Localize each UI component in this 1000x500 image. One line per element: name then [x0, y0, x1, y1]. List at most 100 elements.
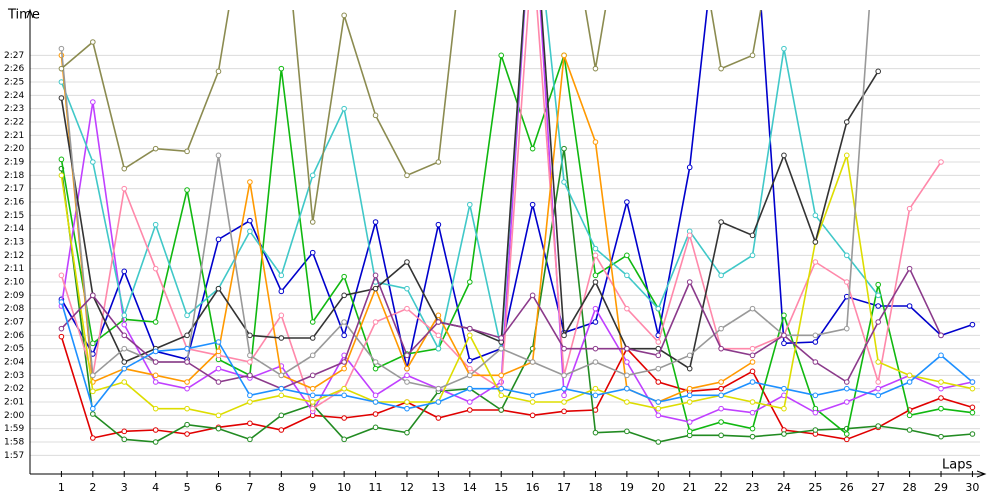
point	[184, 405, 190, 412]
point	[718, 272, 724, 279]
x-axis-arrow	[976, 470, 987, 478]
point	[686, 419, 693, 425]
point	[655, 405, 662, 412]
point	[561, 399, 567, 405]
point	[341, 392, 347, 399]
point	[655, 379, 662, 385]
point	[529, 359, 536, 365]
point	[278, 427, 285, 433]
point	[812, 392, 819, 399]
point	[184, 385, 190, 392]
point	[121, 268, 128, 275]
point	[215, 425, 222, 432]
point	[875, 292, 881, 299]
point	[529, 392, 536, 399]
point	[812, 339, 819, 345]
y-tick-label: 2:00	[4, 411, 24, 421]
point	[278, 335, 285, 341]
point	[247, 359, 253, 365]
point	[498, 372, 505, 379]
y-tick-label: 2:15	[4, 211, 24, 221]
point	[404, 172, 410, 179]
point	[812, 332, 819, 339]
point	[58, 325, 65, 332]
point	[215, 339, 222, 345]
point	[592, 359, 599, 365]
point	[969, 404, 976, 411]
point	[372, 365, 379, 372]
point	[686, 428, 693, 435]
point	[843, 385, 850, 392]
point	[781, 385, 787, 392]
point	[215, 236, 222, 243]
point	[372, 319, 379, 325]
point	[592, 139, 599, 145]
point	[718, 432, 724, 439]
point	[875, 319, 881, 325]
point	[467, 357, 473, 364]
point	[561, 52, 567, 59]
point	[58, 172, 65, 179]
point	[875, 379, 881, 385]
point	[906, 427, 913, 433]
y-tick-label: 2:25	[4, 78, 24, 88]
point	[655, 339, 662, 345]
point	[404, 305, 410, 312]
point	[686, 232, 693, 239]
point	[341, 385, 347, 392]
point	[624, 252, 630, 259]
point	[686, 365, 693, 372]
point	[969, 385, 976, 392]
point	[90, 411, 96, 417]
y-tick-label: 2:03	[4, 371, 24, 381]
x-tick-label: 19	[620, 481, 634, 494]
point	[152, 405, 159, 412]
point	[906, 372, 913, 379]
point	[624, 199, 630, 205]
x-tick-label: 11	[369, 481, 383, 494]
point	[655, 352, 662, 359]
series-line	[60, 10, 762, 223]
point	[215, 412, 222, 419]
point	[247, 352, 253, 359]
point	[686, 399, 693, 405]
x-tick-label: 18	[588, 481, 602, 494]
point	[467, 201, 473, 208]
point	[121, 359, 128, 365]
y-tick-label: 2:26	[4, 64, 24, 74]
point	[309, 249, 316, 256]
point	[121, 345, 128, 352]
point	[435, 159, 442, 165]
point	[121, 165, 128, 172]
point	[749, 379, 756, 385]
point	[90, 99, 96, 105]
x-tick-label: 1	[58, 481, 65, 494]
point	[467, 399, 473, 405]
point	[749, 368, 756, 375]
point	[498, 335, 505, 341]
point	[875, 385, 881, 392]
x-tick-label: 29	[934, 481, 948, 494]
y-tick-label: 1:57	[4, 451, 24, 461]
y-tick-label: 2:20	[4, 144, 24, 154]
point	[372, 392, 379, 399]
point	[184, 332, 190, 339]
point	[718, 379, 724, 385]
point	[843, 379, 850, 385]
point	[938, 379, 944, 385]
point	[309, 172, 316, 179]
point	[309, 352, 316, 359]
point	[561, 408, 567, 415]
point	[749, 399, 756, 405]
point	[309, 392, 316, 399]
point	[938, 385, 944, 392]
point	[592, 272, 599, 279]
point	[121, 321, 128, 328]
x-tick-label: 9	[309, 481, 316, 494]
point	[498, 385, 505, 392]
x-tick-label: 3	[121, 481, 128, 494]
point	[215, 68, 222, 75]
point	[372, 399, 379, 405]
point	[749, 252, 756, 259]
